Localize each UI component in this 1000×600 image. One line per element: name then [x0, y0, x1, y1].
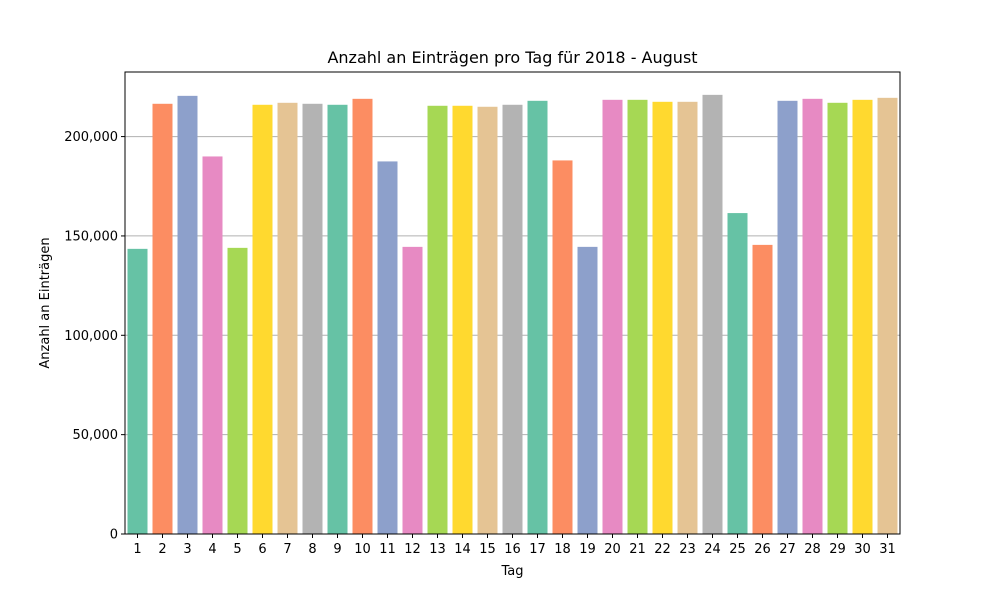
- bar: [202, 156, 223, 535]
- x-tick-label: 24: [704, 542, 721, 557]
- bar: [852, 99, 873, 535]
- bar: [552, 160, 573, 534]
- bar: [677, 101, 698, 534]
- x-tick-label: 3: [183, 542, 191, 557]
- x-tick-label: 8: [308, 542, 316, 557]
- bar: [252, 104, 273, 534]
- x-tick-label: 27: [779, 542, 796, 557]
- bar: [652, 101, 673, 534]
- bar: [602, 99, 623, 535]
- x-tick-label: 30: [854, 542, 871, 557]
- x-tick-label: 22: [654, 542, 671, 557]
- bar: [827, 102, 848, 535]
- x-tick-label: 21: [629, 542, 646, 557]
- bar: [327, 104, 348, 534]
- bar: [377, 161, 398, 534]
- x-tick-label: 17: [529, 542, 546, 557]
- bar: [527, 100, 548, 535]
- x-tick-label: 28: [804, 542, 821, 557]
- bar: [502, 104, 523, 534]
- bar: [152, 103, 173, 534]
- x-tick-label: 18: [554, 542, 571, 557]
- bar: [402, 246, 423, 535]
- y-tick-label: 200,000: [64, 130, 118, 145]
- x-tick-label: 5: [233, 542, 241, 557]
- bar: [702, 94, 723, 534]
- x-tick-label: 2: [158, 542, 166, 557]
- x-tick-label: 23: [679, 542, 696, 557]
- x-tick-label: 16: [504, 542, 521, 557]
- x-tick-label: 29: [829, 542, 846, 557]
- x-tick-label: 9: [333, 542, 341, 557]
- bar: [777, 100, 798, 535]
- y-tick-label: 150,000: [64, 229, 118, 244]
- x-tick-label: 11: [379, 542, 396, 557]
- x-tick-label: 25: [729, 542, 746, 557]
- x-tick-label: 15: [479, 542, 496, 557]
- bar: [427, 105, 448, 535]
- x-tick-label: 7: [283, 542, 291, 557]
- x-tick-label: 1: [133, 542, 141, 557]
- bar: [352, 98, 373, 534]
- bar-layer: [127, 94, 898, 535]
- y-tick-label: 50,000: [73, 428, 119, 443]
- y-tick-label: 100,000: [64, 329, 118, 344]
- y-axis-title: Anzahl an Einträgen: [38, 237, 53, 368]
- bar: [877, 97, 898, 534]
- bar: [452, 105, 473, 535]
- x-tick-label: 13: [429, 542, 446, 557]
- x-tick-label: 12: [404, 542, 421, 557]
- x-tick-label: 14: [454, 542, 471, 557]
- x-tick-label: 6: [258, 542, 266, 557]
- bar: [277, 102, 298, 535]
- bar: [752, 244, 773, 534]
- bar: [577, 246, 598, 535]
- x-tick-label: 4: [208, 542, 216, 557]
- x-tick-label: 10: [354, 542, 371, 557]
- x-tick-label: 31: [879, 542, 896, 557]
- bar: [127, 248, 148, 534]
- bar: [627, 99, 648, 535]
- bar: [177, 95, 198, 535]
- bar: [727, 213, 748, 535]
- x-tick-label: 20: [604, 542, 621, 557]
- bar: [477, 106, 498, 534]
- bar: [227, 247, 248, 534]
- y-tick-label: 0: [110, 528, 118, 543]
- bar: [302, 103, 323, 534]
- x-axis-title: Tag: [500, 564, 523, 579]
- bar: [802, 98, 823, 534]
- x-tick-label: 26: [754, 542, 771, 557]
- x-tick-label: 19: [579, 542, 596, 557]
- chart-title: Anzahl an Einträgen pro Tag für 2018 - A…: [327, 48, 697, 67]
